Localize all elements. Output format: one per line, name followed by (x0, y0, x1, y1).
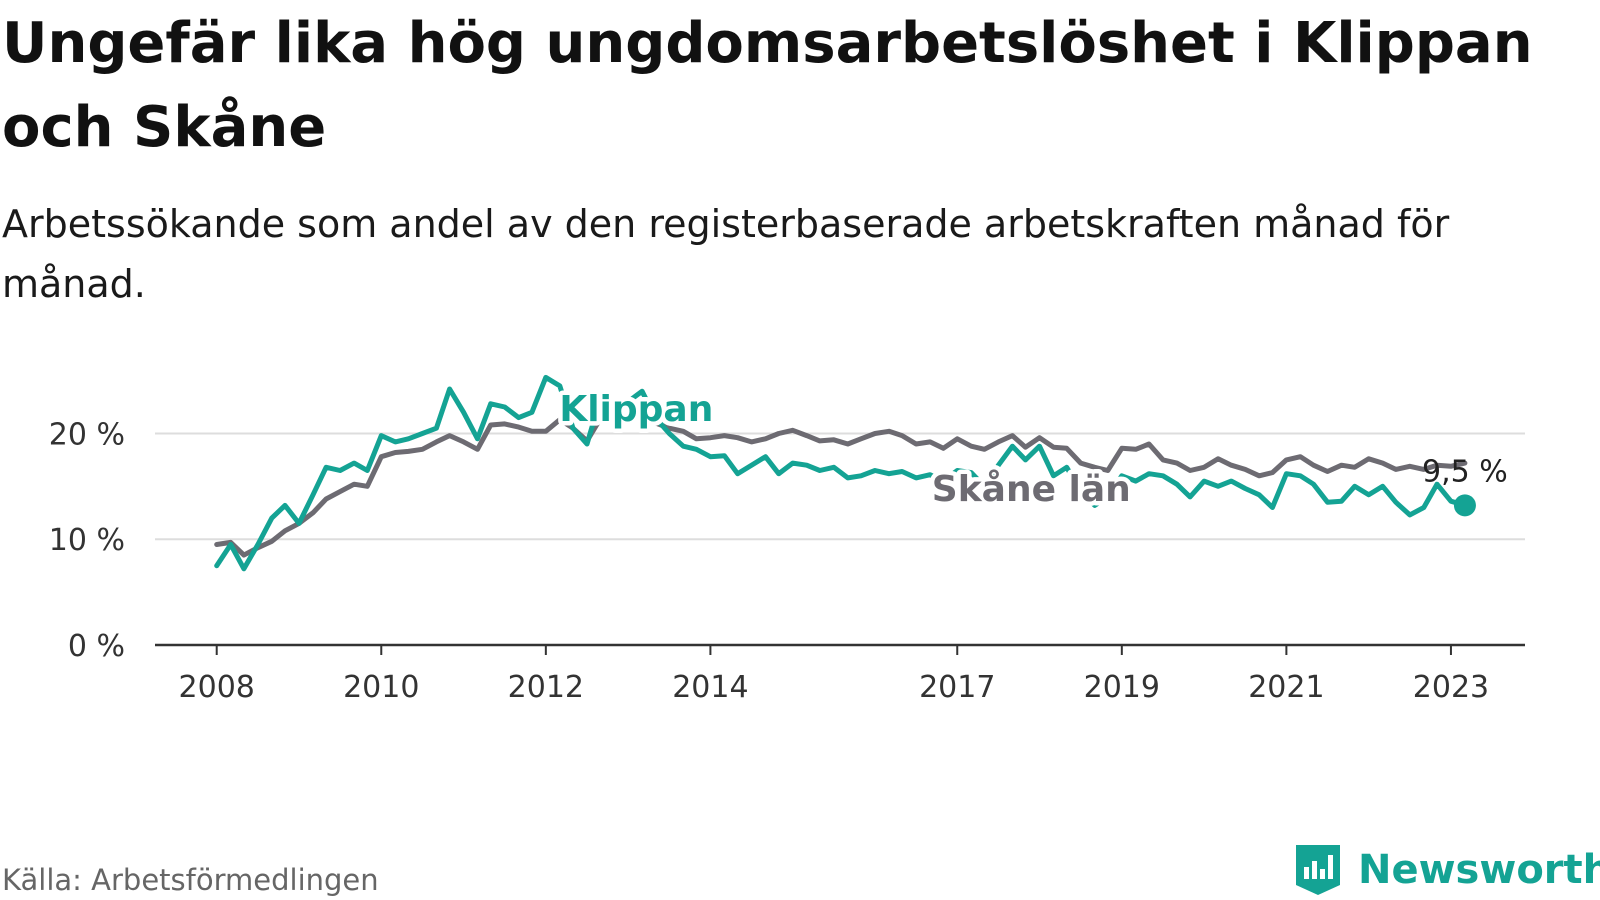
series-line-klippan (214, 374, 1468, 572)
x-tick-label: 2010 (343, 670, 419, 705)
brand[interactable]: Newsworthy (1292, 840, 1600, 900)
line-chart: 2008 2010 2012 2014 2017 2019 2021 2023 0 % 10 %… (49, 374, 1525, 705)
x-tick-label: 2012 (508, 670, 584, 705)
x-tick-label: 2014 (672, 670, 748, 705)
chart-title: Ungefär lika hög ungdomsarbetslöshet i K… (2, 11, 1533, 160)
x-tick-label: 2017 (919, 670, 995, 705)
y-tick-label: 20 % (49, 417, 125, 452)
y-axis: 0 % 10 % 20 % (49, 417, 125, 664)
x-tick-label: 2019 (1084, 670, 1160, 705)
x-tick-label: 2008 (179, 670, 255, 705)
series-label: Skåne län (932, 469, 1131, 510)
x-axis: 2008 2010 2012 2014 2017 2019 2021 2023 (155, 643, 1525, 705)
last-value-dot (1453, 494, 1476, 517)
last-value-label: 9,5 % (1422, 454, 1508, 489)
series-line-skåne-län (214, 407, 1468, 558)
newsworthy-logo-icon (1296, 845, 1340, 895)
y-tick-label: 10 % (49, 523, 125, 558)
brand-name: Newsworthy (1358, 847, 1600, 893)
series-lines (214, 374, 1476, 572)
x-tick-label: 2021 (1248, 670, 1324, 705)
x-tick-label: 2023 (1413, 670, 1489, 705)
source-note: Källa: Arbetsförmedlingen (2, 863, 379, 897)
series-label: Klippan (559, 389, 713, 430)
gridlines (155, 432, 1525, 541)
y-tick-label: 0 % (68, 629, 125, 664)
chart-subtitle: Arbetssökande som andel av den registerb… (2, 202, 1450, 306)
series-labels: 9,5 % Skåne län Klippan (555, 384, 1508, 514)
